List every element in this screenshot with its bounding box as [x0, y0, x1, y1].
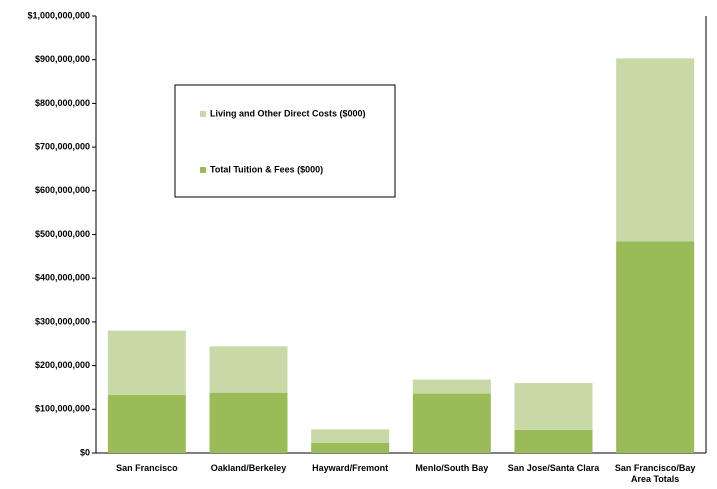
legend-box [174, 84, 396, 198]
bar-segment [107, 330, 186, 395]
x-tick-label: San Jose/Santa Clara [507, 463, 600, 473]
y-tick-label: $700,000,000 [35, 141, 90, 151]
bar-segment [311, 442, 390, 453]
bar-segment [412, 393, 491, 453]
legend-swatch [200, 167, 206, 173]
x-tick-label: San Francisco [116, 463, 178, 473]
bar-segment [616, 241, 695, 453]
bar-segment [514, 429, 593, 453]
bar-segment [107, 394, 186, 453]
x-tick-label: Hayward/Fremont [312, 463, 389, 473]
y-tick-label: $0 [80, 447, 90, 457]
bar-segment [209, 392, 288, 453]
y-tick-label: $800,000,000 [35, 98, 90, 108]
bar-segment [311, 429, 390, 443]
y-tick-label: $300,000,000 [35, 316, 90, 326]
y-tick-label: $100,000,000 [35, 404, 90, 414]
y-tick-label: $200,000,000 [35, 360, 90, 370]
x-tick-label: Menlo/South Bay [415, 463, 489, 473]
y-tick-label: $400,000,000 [35, 273, 90, 283]
bar-segment [209, 346, 288, 393]
x-tick-label: Oakland/Berkeley [210, 463, 287, 473]
y-tick-label: $1,000,000,000 [27, 10, 90, 20]
x-tick-label: San Francisco/Bay Area Totals [614, 463, 696, 484]
bar-segment [616, 58, 695, 242]
bar-segment [412, 379, 491, 394]
bar-segment [514, 383, 593, 430]
legend-label: Total Tuition & Fees ($000) [210, 164, 323, 174]
y-tick-label: $500,000,000 [35, 229, 90, 239]
legend-swatch [200, 111, 206, 117]
legend-label: Living and Other Direct Costs ($000) [210, 108, 366, 118]
y-tick-label: $600,000,000 [35, 185, 90, 195]
y-tick-label: $900,000,000 [35, 54, 90, 64]
